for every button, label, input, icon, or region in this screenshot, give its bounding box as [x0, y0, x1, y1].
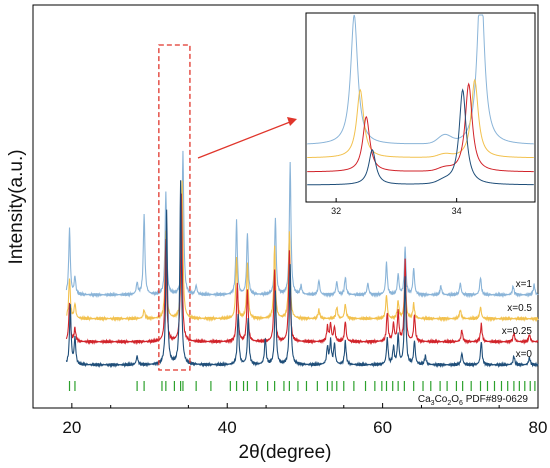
inset-plot: 32 34 [305, 12, 536, 216]
inset-x-tick-label: 34 [452, 206, 462, 216]
trace-x-1 [65, 150, 539, 299]
y-axis-label: Intensity(a.u.) [6, 149, 27, 264]
reference-label: Ca3Co2O6 PDF#89-0629 [418, 394, 529, 407]
x-tick-label: 20 [62, 418, 81, 437]
inset-frame [305, 12, 536, 203]
x-axis-label: 2θ(degree) [239, 442, 332, 463]
inset-trace-x-0-5 [307, 78, 534, 159]
zoom-arrow-line [197, 121, 291, 159]
reference-bars [68, 381, 536, 391]
series-label: x=0 [516, 349, 533, 360]
series-labels: x=1 x=0.5 x=0.25 x=0 [502, 279, 533, 360]
inset-trace-x-1 [307, 14, 534, 145]
highlight-box [158, 44, 191, 371]
main-plot-area: 20 40 60 80 x=1 x=0.5 x=0.25 x=0 Ca3Co2O6 PDF#… [6, 4, 547, 463]
trace-x-0-25 [65, 193, 539, 346]
x-axis-ticks: 20 40 60 80 [62, 403, 547, 437]
inset-x-ticks: 32 34 [331, 198, 462, 216]
inset-trace-x-0-25 [307, 82, 534, 173]
series-label: x=1 [516, 279, 533, 290]
plot-frame [32, 4, 539, 409]
inset-trace-x-0 [307, 88, 534, 186]
series-label: x=0.25 [502, 326, 533, 337]
x-tick-label: 80 [529, 418, 548, 437]
series-label: x=0.5 [507, 303, 532, 314]
inset-trace-group [307, 14, 534, 186]
zoom-arrow-head [287, 117, 297, 126]
trace-x-0 [65, 180, 539, 369]
x-tick-label: 60 [373, 418, 392, 437]
x-tick-label: 40 [218, 418, 237, 437]
trace-x-0-5 [66, 180, 539, 323]
trace-group [65, 150, 539, 369]
inset-x-tick-label: 32 [331, 206, 341, 216]
